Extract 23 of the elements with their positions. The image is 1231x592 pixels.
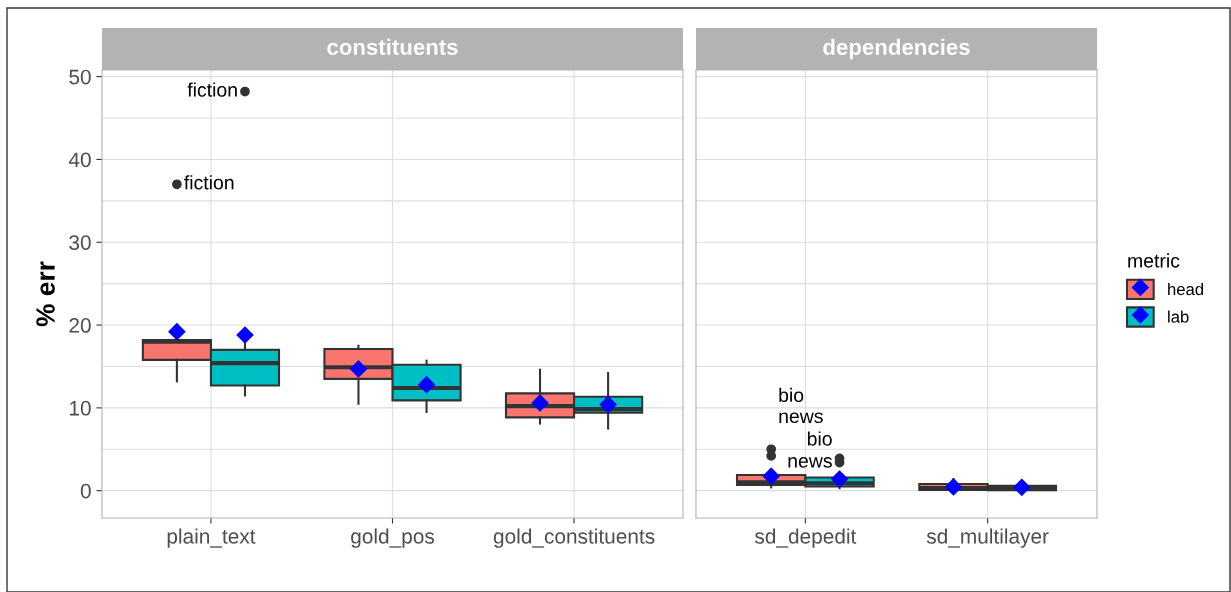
legend-title: metric — [1128, 253, 1180, 268]
y-tick-label: 20 — [69, 318, 91, 333]
x-tick-label: sd_multilayer — [926, 528, 1049, 548]
annotation: fiction — [184, 175, 234, 190]
annotation: fiction — [187, 82, 237, 97]
y-tick-label: 10 — [70, 400, 91, 416]
annotation: bio — [779, 387, 804, 403]
y-tick-label: 0 — [80, 483, 91, 499]
annotation: news — [779, 412, 823, 424]
x-tick-label: sd_depedit — [754, 528, 857, 548]
x-tick-label: plain_text — [167, 528, 256, 548]
legend-label: head — [1168, 282, 1203, 296]
y-tick-label: 50 — [69, 69, 91, 85]
annotation: bio — [807, 431, 832, 446]
legend-label: lab — [1168, 310, 1189, 323]
chart-title: constituents — [327, 38, 458, 55]
y-tick-label: 30 — [69, 235, 91, 250]
y-tick-label: 40 — [68, 152, 91, 168]
annotation: news — [788, 457, 832, 468]
y-axis-title: % err — [36, 261, 55, 327]
x-tick-label: gold_constituents — [493, 528, 655, 548]
x-tick-label: gold_pos — [351, 528, 435, 548]
chart-title: dependencies — [823, 38, 970, 60]
